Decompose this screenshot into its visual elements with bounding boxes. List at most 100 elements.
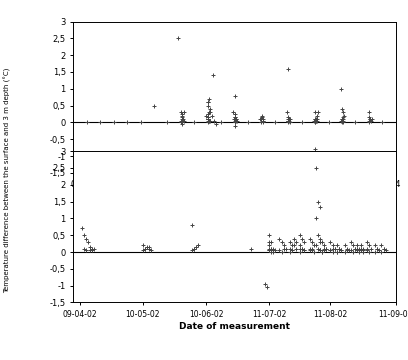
Point (382, 247, 389, 253)
Point (266, 232, 273, 238)
Point (286, 249, 293, 255)
Point (364, 247, 370, 253)
Point (259, 113, 265, 118)
Point (206, 118, 212, 123)
Point (312, 109, 318, 115)
Point (341, 249, 348, 255)
Point (297, 242, 303, 248)
Point (84, 120, 90, 125)
Point (264, 284, 271, 290)
Point (191, 246, 197, 252)
Point (86, 244, 93, 250)
Point (327, 239, 334, 245)
Point (368, 118, 374, 123)
Point (344, 247, 350, 253)
Point (356, 249, 362, 255)
Point (313, 116, 319, 122)
Point (341, 242, 348, 248)
Point (206, 118, 212, 123)
Point (378, 242, 385, 248)
Point (368, 116, 375, 122)
Point (293, 246, 299, 252)
Point (339, 116, 346, 122)
Point (180, 116, 186, 122)
Point (352, 246, 358, 252)
Point (307, 247, 313, 253)
Point (356, 246, 362, 252)
Point (311, 120, 318, 125)
Point (232, 118, 239, 123)
Point (350, 249, 356, 255)
Point (297, 246, 303, 252)
Point (313, 118, 319, 123)
Point (231, 120, 238, 125)
Point (213, 121, 219, 127)
Point (366, 249, 373, 255)
Point (231, 114, 238, 120)
Point (268, 249, 275, 255)
Point (231, 114, 238, 120)
Point (285, 66, 292, 72)
Point (339, 116, 345, 122)
Point (327, 247, 334, 253)
Point (193, 244, 199, 250)
Point (335, 246, 342, 252)
Point (140, 247, 146, 253)
Point (338, 118, 345, 123)
Point (335, 246, 342, 252)
Point (339, 118, 345, 123)
Point (270, 247, 277, 253)
X-axis label: Date of measurement: Date of measurement (179, 322, 290, 331)
Point (146, 246, 152, 252)
Point (337, 247, 344, 253)
Point (337, 86, 344, 92)
Point (368, 246, 375, 252)
Point (380, 246, 387, 252)
Point (341, 113, 347, 118)
Point (89, 246, 95, 252)
Point (315, 199, 322, 204)
Point (180, 118, 187, 123)
Point (280, 246, 287, 252)
Point (340, 114, 347, 120)
Point (374, 246, 381, 252)
Point (177, 118, 184, 123)
Point (211, 118, 218, 123)
Point (319, 239, 326, 245)
Point (232, 120, 239, 125)
Point (175, 36, 182, 41)
Point (270, 249, 277, 255)
Point (372, 249, 379, 255)
Point (144, 244, 150, 250)
Point (358, 247, 364, 253)
Point (299, 246, 305, 252)
Point (376, 247, 383, 253)
Point (178, 111, 185, 117)
Point (204, 111, 211, 117)
Point (205, 99, 212, 105)
Point (259, 118, 266, 123)
Point (137, 120, 144, 125)
Point (331, 246, 338, 252)
Point (333, 249, 340, 255)
Point (285, 118, 292, 123)
Point (257, 116, 264, 122)
Point (374, 246, 381, 252)
Point (364, 239, 370, 245)
Point (285, 118, 292, 123)
Point (177, 109, 184, 115)
Point (312, 116, 318, 122)
Point (329, 246, 336, 252)
Point (339, 120, 346, 125)
Point (366, 114, 372, 120)
Point (207, 109, 214, 115)
Point (360, 247, 366, 253)
Point (317, 247, 324, 253)
Point (309, 239, 315, 245)
Point (317, 239, 324, 245)
Point (266, 242, 273, 248)
Point (210, 72, 216, 78)
Point (232, 116, 239, 122)
Point (321, 246, 328, 252)
Point (204, 116, 211, 122)
